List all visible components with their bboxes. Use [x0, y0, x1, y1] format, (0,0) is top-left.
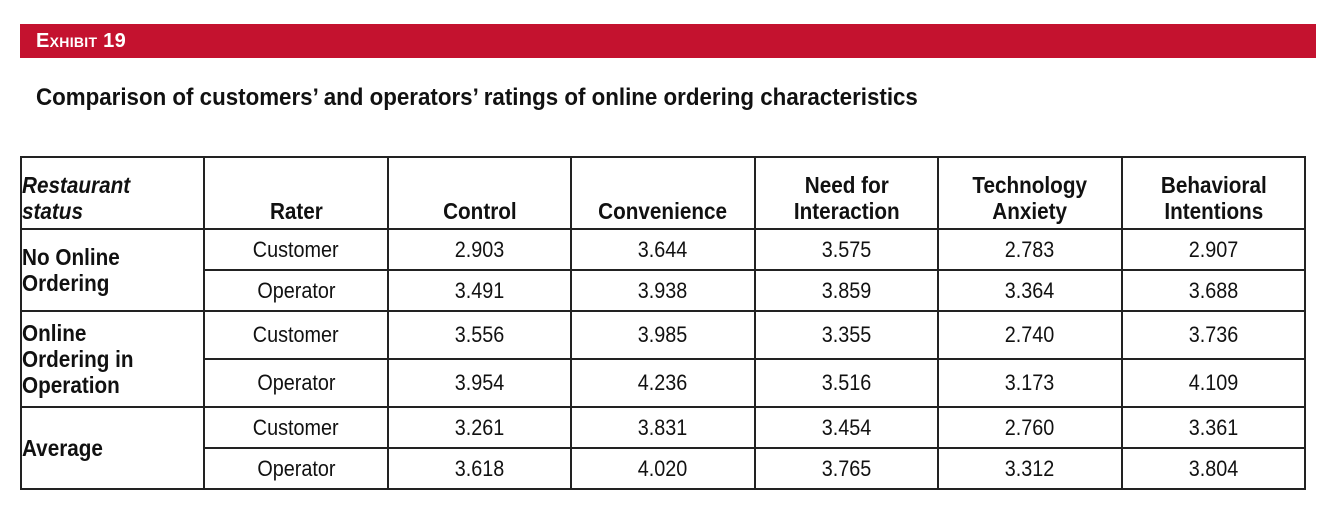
table-header-row: Restaurant status Rater Control Convenien… — [20, 156, 1306, 230]
value-cell: 3.361 — [1121, 406, 1306, 449]
value-cell: 4.236 — [570, 358, 756, 408]
status-line: Ordering in — [22, 346, 134, 372]
column-header-line: Technology — [972, 172, 1088, 198]
status-line: Ordering — [22, 270, 110, 296]
value-cell: 3.859 — [754, 269, 939, 312]
exhibit-label: Exhibit 19 — [36, 30, 127, 52]
value-cell: 4.020 — [570, 447, 756, 490]
rater-cell: Customer — [203, 310, 389, 360]
status-line: No Online — [22, 244, 120, 270]
value-cell: 3.312 — [937, 447, 1123, 490]
value-cell: 3.618 — [387, 447, 572, 490]
value-cell: 3.938 — [570, 269, 756, 312]
value-cell: 3.954 — [387, 358, 572, 408]
value-cell: 3.454 — [754, 406, 939, 449]
column-header-line: Rater — [269, 198, 323, 224]
column-header-line: Interaction — [793, 198, 900, 224]
status-cell-average: Average — [20, 406, 205, 490]
value-cell: 4.109 — [1121, 358, 1306, 408]
column-header-line: Need for — [804, 172, 889, 198]
status-cell-online-ordering-in-operation: Online Ordering in Operation — [20, 310, 205, 408]
value-cell: 3.261 — [387, 406, 572, 449]
page-title: Comparison of customers’ and operators’ … — [36, 84, 918, 111]
column-header-line: Anxiety — [992, 198, 1068, 224]
rater-cell: Operator — [203, 358, 389, 408]
column-header-behavioral-intentions: Behavioral Intentions — [1121, 156, 1306, 230]
rater-cell: Operator — [203, 269, 389, 312]
rater-cell: Operator — [203, 447, 389, 490]
ratings-table: Restaurant status Rater Control Convenien… — [20, 156, 1306, 490]
value-cell: 3.644 — [570, 228, 756, 271]
value-cell: 3.173 — [937, 358, 1123, 408]
value-cell: 2.907 — [1121, 228, 1306, 271]
value-cell: 3.985 — [570, 310, 756, 360]
value-cell: 2.903 — [387, 228, 572, 271]
table-row: Operator 3.954 4.236 3.516 3.173 4.109 — [21, 358, 1306, 408]
column-header-line: Control — [442, 198, 517, 224]
value-cell: 2.760 — [937, 406, 1123, 449]
table-row: Operator 3.491 3.938 3.859 3.364 3.688 — [21, 269, 1306, 312]
status-line: Online — [22, 320, 87, 346]
table-row: Online Ordering in Operation Customer 3.55… — [20, 310, 1306, 408]
rater-cell: Customer — [203, 228, 389, 271]
value-cell: 2.783 — [937, 228, 1123, 271]
value-cell: 3.364 — [937, 269, 1123, 312]
column-header-line: Convenience — [598, 198, 728, 224]
value-cell: 3.575 — [754, 228, 939, 271]
table-row: Average Customer 3.261 3.831 3.454 2.760… — [20, 406, 1306, 490]
value-cell: 3.688 — [1121, 269, 1306, 312]
column-header-line: Intentions — [1164, 198, 1263, 224]
column-header-line: status — [22, 198, 83, 224]
value-cell: 3.765 — [754, 447, 939, 490]
value-cell: 3.516 — [754, 358, 939, 408]
value-cell: 3.804 — [1121, 447, 1306, 490]
value-cell: 3.831 — [570, 406, 756, 449]
column-header-control: Control — [387, 156, 572, 230]
column-header-line: Restaurant — [22, 172, 131, 198]
column-header-restaurant-status: Restaurant status — [20, 156, 205, 230]
column-header-need-for-interaction: Need for Interaction — [754, 156, 939, 230]
value-cell: 3.491 — [387, 269, 572, 312]
column-header-rater: Rater — [203, 156, 389, 230]
column-header-technology-anxiety: Technology Anxiety — [937, 156, 1123, 230]
value-cell: 3.736 — [1121, 310, 1306, 360]
status-line: Average — [22, 435, 103, 461]
status-line: Operation — [22, 372, 120, 398]
value-cell: 2.740 — [937, 310, 1123, 360]
rater-cell: Customer — [203, 406, 389, 449]
table-row: Operator 3.618 4.020 3.765 3.312 3.804 — [21, 447, 1306, 490]
column-header-line: Behavioral — [1160, 172, 1267, 198]
value-cell: 3.355 — [754, 310, 939, 360]
value-cell: 3.556 — [387, 310, 572, 360]
status-cell-no-online-ordering: No Online Ordering — [20, 228, 205, 312]
column-header-convenience: Convenience — [570, 156, 756, 230]
exhibit-banner: Exhibit 19 — [20, 24, 1316, 58]
table-row: No Online Ordering Customer 2.903 3.644 3… — [20, 228, 1306, 312]
